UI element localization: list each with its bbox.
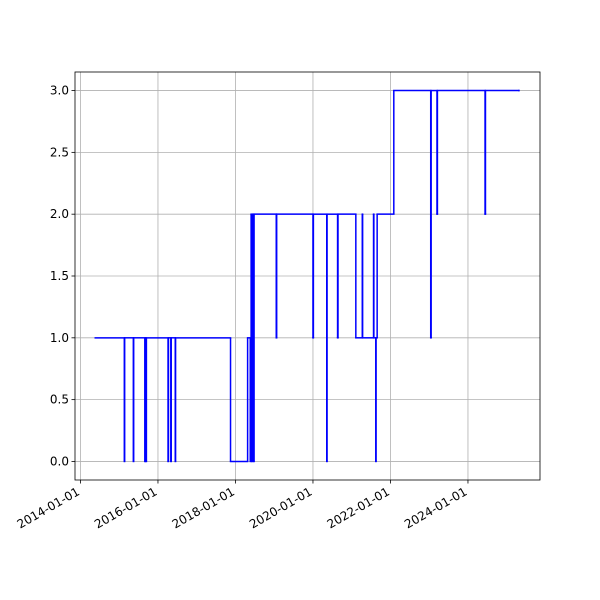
x-tick-label: 2018-01-01 — [170, 484, 237, 531]
y-tick-label: 1.0 — [50, 331, 69, 345]
y-tick-label: 0.0 — [50, 454, 69, 468]
y-tick-label: 1.5 — [50, 269, 69, 283]
axes-frame — [74, 71, 541, 481]
y-tick-label: 2.5 — [50, 145, 69, 159]
y-tick-label: 0.5 — [50, 393, 69, 407]
x-tick-label: 2016-01-01 — [92, 484, 159, 531]
x-tick-label: 2022-01-01 — [325, 484, 392, 531]
x-tick-label: 2014-01-01 — [15, 484, 82, 531]
y-tick-label: 2.0 — [50, 207, 69, 221]
y-tick-label: 3.0 — [50, 84, 69, 98]
x-tick-label: 2020-01-01 — [247, 484, 314, 531]
x-tick-label: 2024-01-01 — [402, 484, 469, 531]
